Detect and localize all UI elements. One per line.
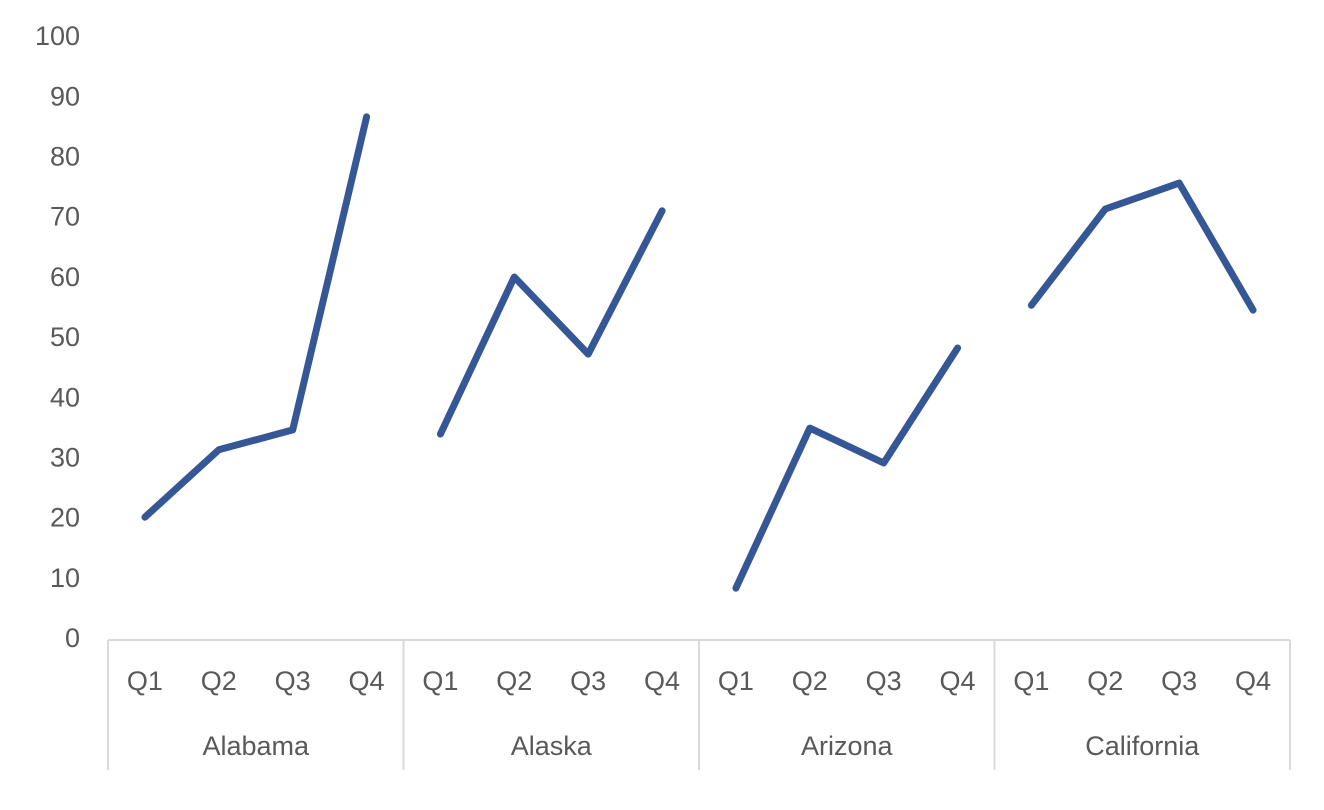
line [141, 113, 371, 521]
x-tick-label: Q4 [644, 666, 680, 696]
x-tick-label: Q4 [1235, 666, 1271, 696]
line [1027, 179, 1257, 314]
y-tick-label: 70 [50, 202, 80, 232]
x-tick-label: Q3 [866, 666, 902, 696]
group-label: California [1085, 731, 1200, 761]
x-tick-label: Q2 [1087, 666, 1123, 696]
x-tick-label: Q1 [422, 666, 458, 696]
x-tick-label: Q3 [275, 666, 311, 696]
x-tick-label: Q1 [1013, 666, 1049, 696]
x-tick-label: Q2 [496, 666, 532, 696]
x-tick-label: Q1 [127, 666, 163, 696]
x-tick-label: Q4 [940, 666, 976, 696]
line [732, 344, 962, 592]
y-tick-label: 0 [65, 623, 80, 653]
line [436, 207, 666, 438]
x-tick-label: Q2 [792, 666, 828, 696]
group-label: Alaska [511, 731, 593, 761]
y-tick-label: 50 [50, 322, 80, 352]
x-tick-label: Q3 [1161, 666, 1197, 696]
x-tick-label: Q1 [718, 666, 754, 696]
x-tick-label: Q2 [201, 666, 237, 696]
y-tick-label: 60 [50, 262, 80, 292]
y-tick-label: 10 [50, 563, 80, 593]
y-tick-label: 90 [50, 81, 80, 111]
y-tick-label: 40 [50, 382, 80, 412]
x-tick-label: Q4 [349, 666, 385, 696]
y-tick-label: 80 [50, 142, 80, 172]
group-label: Arizona [801, 731, 894, 761]
group-label: Alabama [202, 731, 310, 761]
y-tick-label: 100 [35, 21, 80, 51]
y-tick-label: 20 [50, 503, 80, 533]
x-tick-label: Q3 [570, 666, 606, 696]
y-tick-label: 30 [50, 443, 80, 473]
